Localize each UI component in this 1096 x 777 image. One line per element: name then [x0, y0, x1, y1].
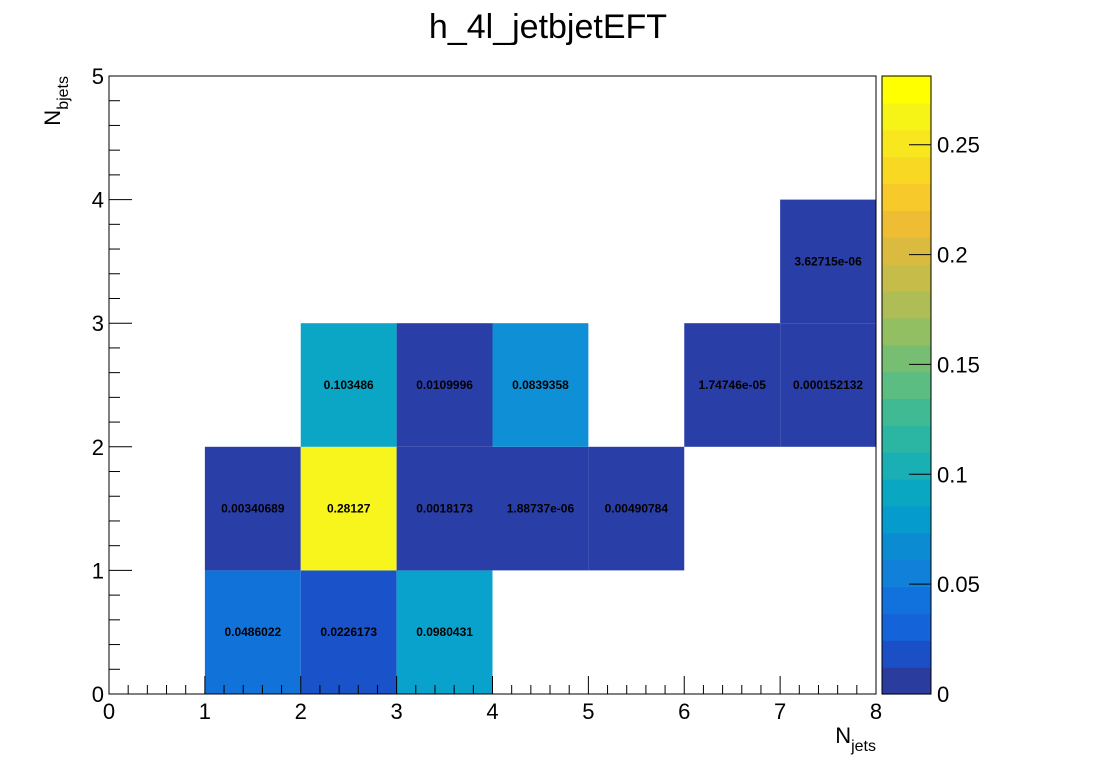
colorbar-tick-label: 0.2	[937, 243, 968, 268]
cell-value-label: 0.00490784	[605, 502, 669, 516]
cell-value-label: 0.0486022	[224, 625, 281, 639]
colorbar-segment	[882, 452, 931, 480]
heatmap-cell	[396, 323, 493, 447]
cell-value-label: 0.0980431	[416, 625, 473, 639]
x-tick-label: 1	[199, 699, 211, 724]
colorbar-segment	[882, 425, 931, 453]
heatmap-cell	[780, 199, 876, 324]
colorbar-segment	[882, 129, 931, 158]
cell-value-label: 1.88737e-06	[507, 502, 575, 516]
cell-value-label: 0.00340689	[221, 502, 285, 516]
y-tick-label: 1	[92, 558, 104, 583]
cell-value-label: 1.74746e-05	[698, 378, 766, 392]
colorbar-tick-label: 0	[937, 682, 949, 707]
heatmap-cell	[492, 323, 589, 447]
cell-value-label: 0.0018173	[416, 502, 473, 516]
x-tick-label: 5	[582, 699, 594, 724]
colorbar-segment	[882, 210, 931, 238]
colorbar-tick-label: 0.15	[937, 352, 980, 377]
colorbar-segment	[882, 505, 931, 534]
colorbar-segment	[882, 479, 931, 507]
colorbar-segment	[882, 532, 931, 561]
chart-title: h_4l_jetbjetEFT	[429, 8, 667, 46]
cell-value-label: 3.62715e-06	[794, 254, 862, 268]
heatmap-cell	[300, 323, 397, 447]
x-tick-label: 8	[870, 699, 882, 724]
heatmap-cell	[204, 570, 301, 694]
colorbar-segment	[882, 290, 931, 319]
x-tick-label: 7	[774, 699, 786, 724]
x-tick-label: 2	[295, 699, 307, 724]
heatmap-cell	[588, 446, 685, 571]
x-axis-title: Njets	[835, 723, 876, 755]
heatmap-cell	[780, 323, 876, 447]
x-tick-label: 4	[486, 699, 498, 724]
colorbar-segment	[882, 398, 931, 426]
heatmap-cell	[684, 323, 781, 447]
y-tick-label: 0	[92, 682, 104, 707]
y-tick-label: 5	[92, 64, 104, 89]
colorbar-tick-label: 0.25	[937, 133, 980, 158]
heatmap-cell	[300, 446, 397, 571]
heatmap-cell	[204, 446, 301, 571]
y-axis-title: Nbjets	[40, 76, 72, 126]
colorbar-segment	[882, 76, 931, 104]
colorbar-segment	[882, 613, 931, 641]
x-tick-label: 0	[103, 699, 115, 724]
heatmap-cell	[396, 446, 493, 571]
x-tick-label: 6	[678, 699, 690, 724]
colorbar-tick-label: 0.1	[937, 462, 968, 487]
colorbar-segment	[882, 371, 931, 400]
colorbar-segment	[882, 667, 931, 695]
colorbar-segment	[882, 156, 931, 185]
colorbar-segment	[882, 102, 931, 131]
cell-value-label: 0.103486	[324, 378, 374, 392]
colorbar-segment	[882, 317, 931, 346]
heatmap-cell	[492, 446, 589, 571]
colorbar-frame	[881, 75, 932, 695]
cell-value-label: 0.28127	[327, 502, 371, 516]
cell-value-label: 0.000152132	[793, 378, 863, 392]
colorbar-segment	[882, 586, 931, 614]
colorbar-segment	[882, 183, 931, 211]
heatmap-cell	[300, 570, 397, 694]
colorbar-segment	[882, 640, 931, 668]
y-tick-label: 3	[92, 311, 104, 336]
heatmap-cell	[396, 570, 493, 694]
cell-value-label: 0.0839358	[512, 378, 569, 392]
cell-value-label: 0.0226173	[320, 625, 377, 639]
colorbar-segment	[882, 264, 931, 292]
colorbar-segment	[882, 344, 931, 373]
y-tick-label: 2	[92, 435, 104, 460]
cell-value-label: 0.0109996	[416, 378, 473, 392]
x-tick-label: 3	[391, 699, 403, 724]
y-tick-label: 4	[92, 188, 104, 213]
colorbar-segment	[882, 237, 931, 265]
colorbar-segment	[882, 559, 931, 588]
colorbar-tick-label: 0.05	[937, 572, 980, 597]
